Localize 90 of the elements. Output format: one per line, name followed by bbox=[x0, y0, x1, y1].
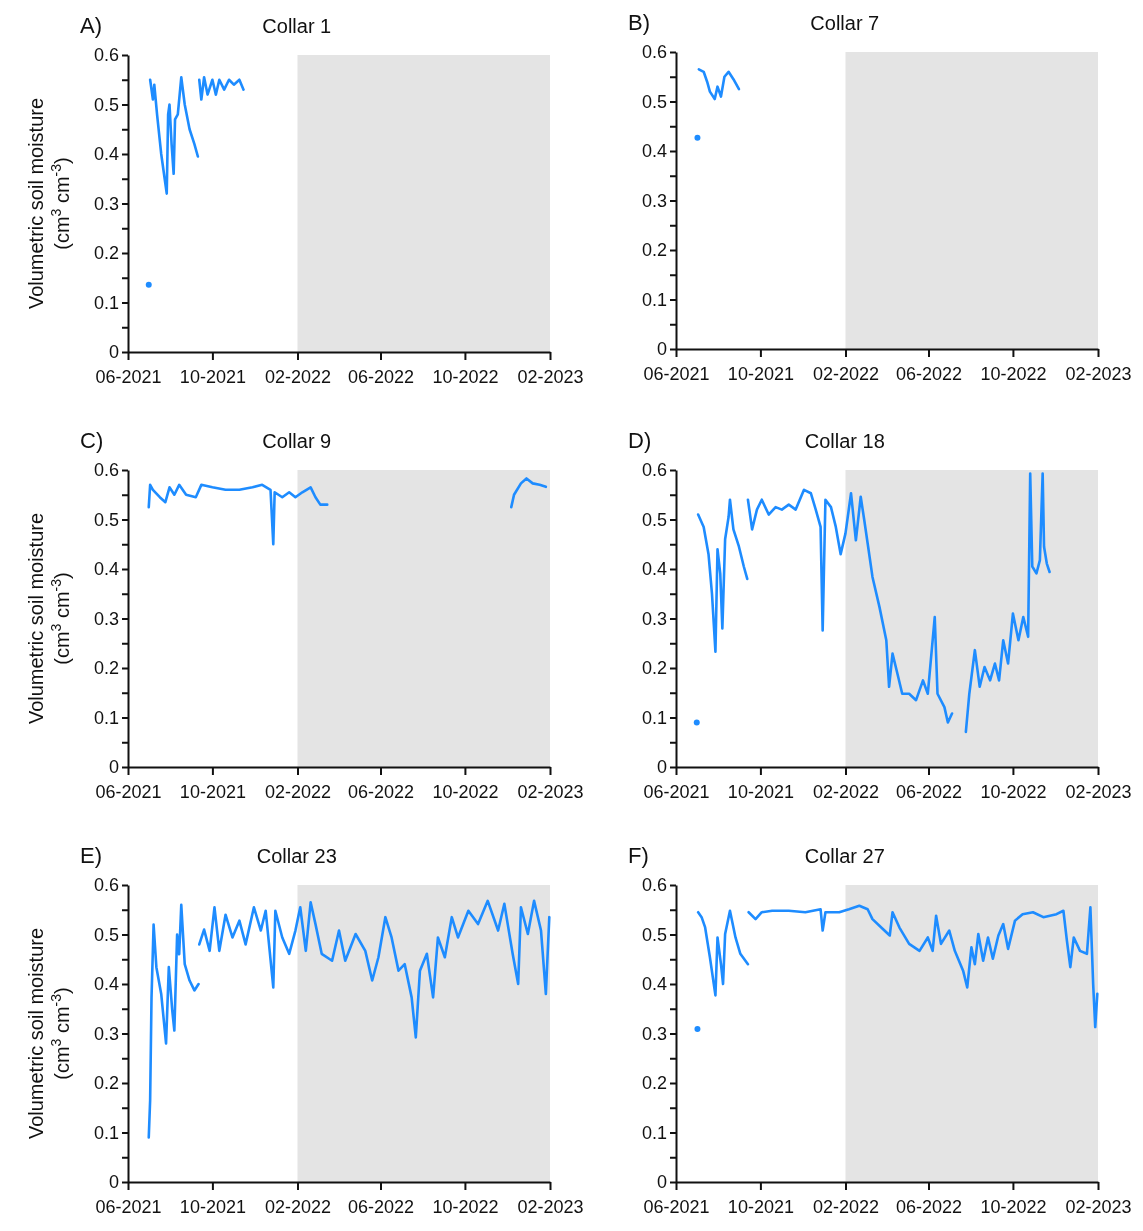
x-tick-label: 06-2022 bbox=[895, 781, 963, 802]
y-tick-label: 0 bbox=[656, 339, 667, 360]
y-tick-label: 0.6 bbox=[93, 460, 119, 481]
x-tick-label: 06-2022 bbox=[347, 1196, 415, 1217]
chart-title: Collar 7 bbox=[810, 12, 880, 34]
y-tick-label: 0.4 bbox=[641, 141, 667, 162]
y-tick-label: 0.3 bbox=[641, 190, 667, 211]
x-tick-label: 10-2022 bbox=[980, 1196, 1047, 1217]
y-tick-label: 0.5 bbox=[93, 94, 119, 115]
x-tick-label: 10-2022 bbox=[980, 781, 1047, 802]
x-tick-label: 02-2022 bbox=[264, 1196, 332, 1217]
y-tick-label: 0.3 bbox=[641, 608, 667, 629]
chart-title: Collar 27 bbox=[804, 845, 885, 867]
text: E) bbox=[80, 843, 102, 868]
x-tick-label: 02-2022 bbox=[812, 363, 880, 384]
y-tick-label: 0.4 bbox=[641, 559, 667, 580]
x-tick-label: 02-2023 bbox=[1065, 363, 1132, 384]
text: D) bbox=[628, 428, 652, 453]
y-tick-label: 0.1 bbox=[641, 1122, 667, 1143]
x-tick-label: 10-2022 bbox=[980, 363, 1047, 384]
y-tick-label: 0.2 bbox=[93, 243, 119, 264]
y-tick-label: 0.2 bbox=[641, 1073, 667, 1094]
x-tick-label: 10-2021 bbox=[179, 781, 246, 802]
chart-title: Collar 9 bbox=[262, 430, 332, 452]
y-tick-label: 0.4 bbox=[93, 559, 119, 580]
y-tick-label: 0 bbox=[108, 757, 119, 778]
y-tick-label: 0 bbox=[108, 342, 119, 363]
y-tick-label: 0.2 bbox=[93, 1073, 119, 1094]
x-tick-label: 06-2021 bbox=[95, 781, 162, 802]
text: A) bbox=[80, 13, 102, 38]
x-tick-label: 02-2023 bbox=[1065, 1196, 1132, 1217]
y-tick-label: 0.6 bbox=[93, 875, 119, 896]
x-tick-label: 02-2022 bbox=[264, 781, 332, 802]
x-tick-label: 06-2021 bbox=[643, 363, 710, 384]
y-tick-label: 0.3 bbox=[641, 1023, 667, 1044]
x-tick-label: 10-2021 bbox=[727, 1196, 794, 1217]
y-tick-label: 0.3 bbox=[93, 1023, 119, 1044]
y-tick-label: 0.4 bbox=[93, 144, 119, 165]
x-tick-label: 02-2022 bbox=[812, 781, 880, 802]
x-tick-label: 06-2022 bbox=[347, 366, 415, 387]
text: F) bbox=[628, 843, 649, 868]
y-tick-label: 0.1 bbox=[641, 707, 667, 728]
x-tick-label: 10-2022 bbox=[432, 1196, 499, 1217]
y-tick-label: 0.6 bbox=[641, 460, 667, 481]
x-tick-label: 10-2021 bbox=[179, 1196, 246, 1217]
y-tick-label: 0.6 bbox=[641, 875, 667, 896]
x-tick-label: 06-2021 bbox=[95, 1196, 162, 1217]
chart-title: Collar 1 bbox=[262, 15, 332, 37]
x-tick-label: 06-2022 bbox=[895, 363, 963, 384]
text: B) bbox=[628, 10, 650, 35]
x-tick-label: 10-2021 bbox=[727, 781, 794, 802]
y-tick-label: 0 bbox=[656, 1172, 667, 1193]
y-tick-label: 0.6 bbox=[93, 45, 119, 66]
x-tick-label: 06-2022 bbox=[895, 1196, 963, 1217]
y-tick-label: 0.3 bbox=[93, 608, 119, 629]
x-tick-label: 02-2022 bbox=[264, 366, 332, 387]
y-tick-label: 0.3 bbox=[93, 193, 119, 214]
chart-title: Collar 18 bbox=[804, 430, 885, 452]
y-tick-label: 0.5 bbox=[641, 509, 667, 530]
x-tick-label: 02-2022 bbox=[812, 1196, 880, 1217]
y-tick-label: 0.1 bbox=[641, 289, 667, 310]
y-tick-label: 0.1 bbox=[93, 707, 119, 728]
x-tick-label: 06-2022 bbox=[347, 781, 415, 802]
y-tick-label: 0 bbox=[656, 757, 667, 778]
x-tick-label: 02-2023 bbox=[517, 781, 584, 802]
y-tick-label: 0.1 bbox=[93, 292, 119, 313]
y-tick-label: 0.6 bbox=[641, 42, 667, 63]
x-tick-label: 06-2021 bbox=[95, 366, 162, 387]
x-tick-label: 10-2022 bbox=[432, 781, 499, 802]
x-tick-label: 06-2021 bbox=[643, 1196, 710, 1217]
y-tick-label: 0.4 bbox=[93, 974, 119, 995]
x-tick-label: 02-2023 bbox=[1065, 781, 1132, 802]
y-tick-label: 0.2 bbox=[641, 240, 667, 261]
y-tick-label: 0 bbox=[108, 1172, 119, 1193]
x-tick-label: 02-2023 bbox=[517, 366, 584, 387]
text: C) bbox=[80, 428, 104, 453]
y-tick-label: 0.5 bbox=[641, 924, 667, 945]
x-tick-label: 06-2021 bbox=[643, 781, 710, 802]
x-tick-label: 10-2022 bbox=[432, 366, 499, 387]
y-tick-label: 0.2 bbox=[641, 658, 667, 679]
y-tick-label: 0.5 bbox=[641, 91, 667, 112]
y-tick-label: 0.4 bbox=[641, 974, 667, 995]
y-tick-label: 0.1 bbox=[93, 1122, 119, 1143]
y-tick-label: 0.5 bbox=[93, 924, 119, 945]
y-tick-label: 0.2 bbox=[93, 658, 119, 679]
x-tick-label: 10-2021 bbox=[727, 363, 794, 384]
chart-title: Collar 23 bbox=[256, 845, 337, 867]
x-tick-label: 10-2021 bbox=[179, 366, 246, 387]
x-tick-label: 02-2023 bbox=[517, 1196, 584, 1217]
y-tick-label: 0.5 bbox=[93, 509, 119, 530]
